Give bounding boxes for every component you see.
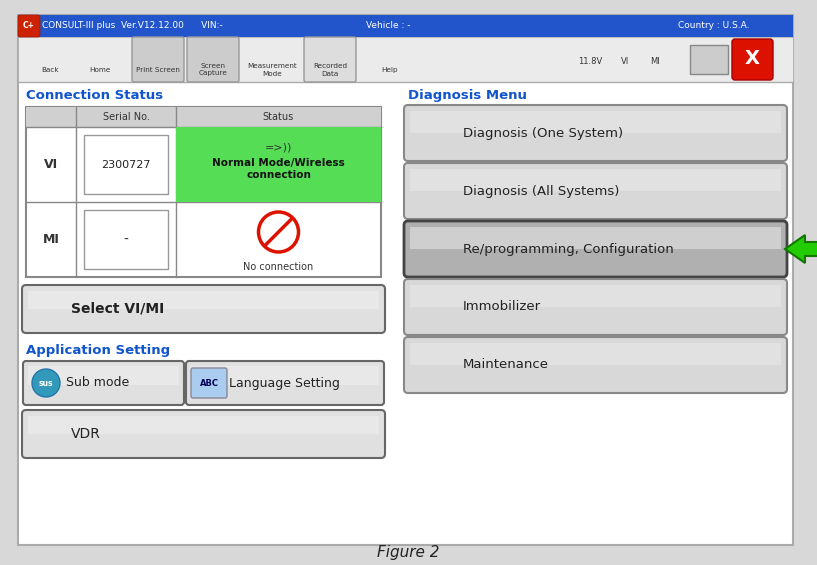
Text: No connection: No connection — [243, 262, 314, 272]
FancyBboxPatch shape — [732, 39, 773, 80]
Text: VI: VI — [621, 58, 629, 67]
Bar — [26, 107, 381, 127]
Bar — [84, 210, 168, 269]
Text: MI: MI — [650, 58, 660, 67]
FancyBboxPatch shape — [132, 37, 184, 82]
Circle shape — [32, 369, 60, 397]
Text: 2300727: 2300727 — [101, 159, 151, 170]
Bar — [410, 285, 781, 307]
Text: Measurement
Mode: Measurement Mode — [247, 63, 297, 76]
Text: Serial No.: Serial No. — [103, 112, 150, 122]
Text: Status: Status — [263, 112, 294, 122]
Text: Immobilizer: Immobilizer — [463, 301, 541, 314]
FancyBboxPatch shape — [404, 221, 787, 277]
Text: Sub mode: Sub mode — [66, 376, 129, 389]
Text: Recorded
Data: Recorded Data — [313, 63, 347, 76]
Text: VDR: VDR — [71, 427, 100, 441]
FancyBboxPatch shape — [187, 37, 239, 82]
FancyBboxPatch shape — [404, 163, 787, 219]
Text: Diagnosis (All Systems): Diagnosis (All Systems) — [463, 185, 619, 198]
Text: Select VI/MI: Select VI/MI — [71, 302, 164, 316]
Text: X: X — [744, 50, 760, 68]
Text: Normal Mode/Wireless
connection: Normal Mode/Wireless connection — [212, 158, 345, 180]
FancyBboxPatch shape — [404, 337, 787, 393]
Text: Maintenance: Maintenance — [463, 359, 549, 372]
FancyBboxPatch shape — [186, 361, 384, 405]
FancyBboxPatch shape — [22, 285, 385, 333]
FancyBboxPatch shape — [191, 368, 227, 398]
Text: VI: VI — [44, 158, 58, 171]
Bar — [690, 45, 728, 74]
Bar — [84, 135, 168, 194]
Polygon shape — [785, 235, 817, 263]
Bar — [410, 169, 781, 191]
Text: CONSULT-III plus  Ver.V12.12.00      VIN:-: CONSULT-III plus Ver.V12.12.00 VIN:- — [42, 21, 223, 31]
Text: Diagnosis (One System): Diagnosis (One System) — [463, 127, 623, 140]
Text: Application Setting: Application Setting — [26, 344, 170, 357]
Text: Screen
Capture: Screen Capture — [199, 63, 227, 76]
Text: Back: Back — [41, 67, 59, 73]
Text: Print Screen: Print Screen — [136, 67, 180, 73]
Bar — [18, 15, 793, 37]
Text: Re/programming, Configuration: Re/programming, Configuration — [463, 242, 674, 255]
Text: Diagnosis Menu: Diagnosis Menu — [408, 89, 527, 102]
Bar — [410, 343, 781, 365]
Bar — [28, 416, 379, 434]
Bar — [191, 366, 379, 385]
Bar — [28, 366, 179, 385]
FancyBboxPatch shape — [404, 279, 787, 335]
Text: 11.8V: 11.8V — [578, 58, 602, 67]
Text: sus: sus — [38, 379, 53, 388]
Text: Language Setting: Language Setting — [229, 376, 340, 389]
Text: Vehicle : -: Vehicle : - — [366, 21, 410, 31]
Circle shape — [258, 212, 298, 252]
FancyBboxPatch shape — [23, 361, 184, 405]
Text: Home: Home — [89, 67, 110, 73]
FancyBboxPatch shape — [304, 37, 356, 82]
Bar — [26, 107, 381, 277]
Bar — [410, 111, 781, 133]
Text: Help: Help — [382, 67, 399, 73]
Bar — [410, 227, 781, 249]
FancyBboxPatch shape — [18, 15, 40, 37]
Bar — [18, 37, 793, 82]
Text: Connection Status: Connection Status — [26, 89, 163, 102]
Text: ABC: ABC — [199, 379, 218, 388]
Bar — [176, 127, 381, 202]
Text: -: - — [123, 233, 128, 246]
Text: =>)): =>)) — [265, 142, 292, 152]
FancyBboxPatch shape — [404, 105, 787, 161]
Text: Country : U.S.A.: Country : U.S.A. — [678, 21, 749, 31]
Text: MI: MI — [42, 233, 60, 246]
Bar — [28, 291, 379, 309]
FancyBboxPatch shape — [22, 410, 385, 458]
Text: Figure 2: Figure 2 — [377, 545, 440, 560]
Text: C+: C+ — [23, 21, 35, 31]
